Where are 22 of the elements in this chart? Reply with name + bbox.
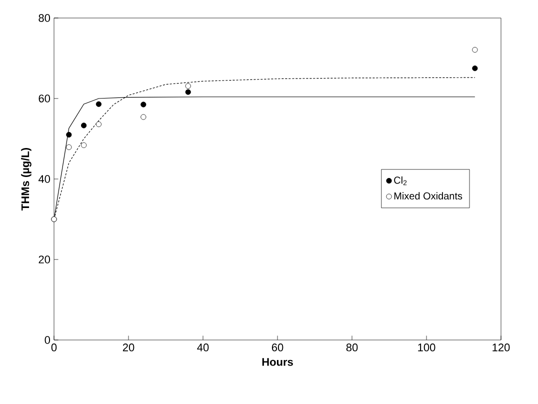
x-tick-label: 100 xyxy=(418,344,436,352)
point xyxy=(185,89,191,95)
point xyxy=(81,122,87,128)
x-tick-label: 20 xyxy=(122,344,134,352)
y-tick-label: 0 xyxy=(44,336,50,344)
legend-label: Cl$_{2}$ xyxy=(394,176,407,186)
x-tick-label: 60 xyxy=(272,344,284,352)
point xyxy=(472,66,478,72)
point xyxy=(140,102,146,108)
y-tick-label: 40 xyxy=(38,175,50,183)
point xyxy=(96,101,102,107)
y-axis-title: THMs (µg/L) xyxy=(21,148,32,210)
y-tick-label: 60 xyxy=(38,94,50,102)
x-tick-label: 0 xyxy=(51,344,57,352)
x-tick-label: 120 xyxy=(492,344,510,352)
y-tick-label: 80 xyxy=(38,14,50,22)
legend-label: Mixed Oxidants xyxy=(394,192,462,200)
x-axis-title: Hours xyxy=(262,358,293,366)
point xyxy=(66,132,72,138)
x-tick-label: 40 xyxy=(197,344,209,352)
x-tick-label: 80 xyxy=(346,344,358,352)
y-tick-label: 20 xyxy=(38,256,50,264)
